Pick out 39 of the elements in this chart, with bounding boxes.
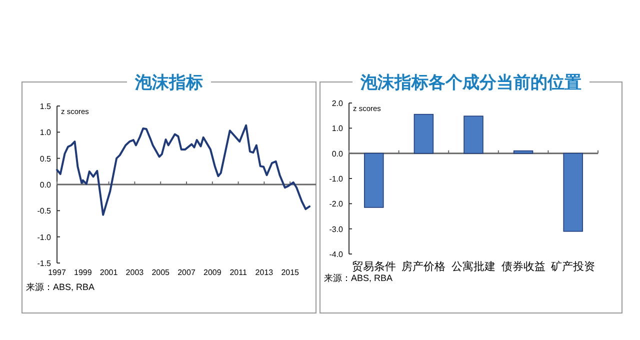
y-tick-label: -3.0 (329, 224, 344, 234)
y-tick-label: 0.0 (40, 180, 52, 190)
bar (563, 152, 583, 232)
y-tick-label: -2.0 (329, 200, 344, 209)
x-tick-label: 2013 (255, 268, 274, 277)
y-tick-label: 0.0 (332, 149, 344, 158)
line-series (56, 124, 311, 216)
bar (414, 114, 434, 154)
source-note: 来源：ABS, RBA (324, 273, 393, 283)
y-tick-label: 1.0 (332, 124, 344, 134)
y-tick-label: 2.0 (332, 99, 344, 108)
x-tick-label: 债券收益 (501, 260, 546, 273)
y-tick-label: -1.0 (37, 232, 52, 242)
x-tick-label: 贸易条件 (352, 260, 396, 273)
x-tick-label: 2011 (230, 268, 248, 277)
x-tick-label: 公寓批建 (452, 260, 496, 273)
x-tick-label: 2015 (281, 268, 300, 277)
y-tick-label: 1.5 (40, 102, 52, 111)
chart-title: 泡沫指标各个成分当前的位置 (360, 73, 582, 92)
chart-title: 泡沫指标 (134, 73, 203, 92)
x-tick-label: 1997 (48, 268, 66, 277)
source-note: 来源：ABS, RBA (26, 282, 95, 292)
x-tick-label: 2005 (152, 268, 170, 277)
bar (464, 116, 484, 154)
x-tick-label: 2003 (126, 268, 144, 277)
x-tick-label: 2009 (204, 268, 222, 277)
bar (513, 150, 534, 154)
x-tick-label: 房产价格 (402, 260, 446, 273)
y-tick-label: 1.0 (40, 128, 52, 138)
x-tick-label: 矿产投资 (550, 260, 596, 273)
x-tick-label: 2007 (178, 268, 196, 277)
y-tick-label: -0.5 (37, 206, 52, 216)
x-tick-label: 1999 (74, 268, 92, 277)
x-tick-label: 2001 (100, 268, 118, 277)
y-tick-label: -1.5 (37, 259, 52, 268)
y-tick-label: 0.5 (40, 154, 52, 164)
y-tick-label: -1.0 (329, 174, 344, 184)
bar (364, 152, 384, 208)
y-tick-label: -4.0 (329, 250, 344, 259)
